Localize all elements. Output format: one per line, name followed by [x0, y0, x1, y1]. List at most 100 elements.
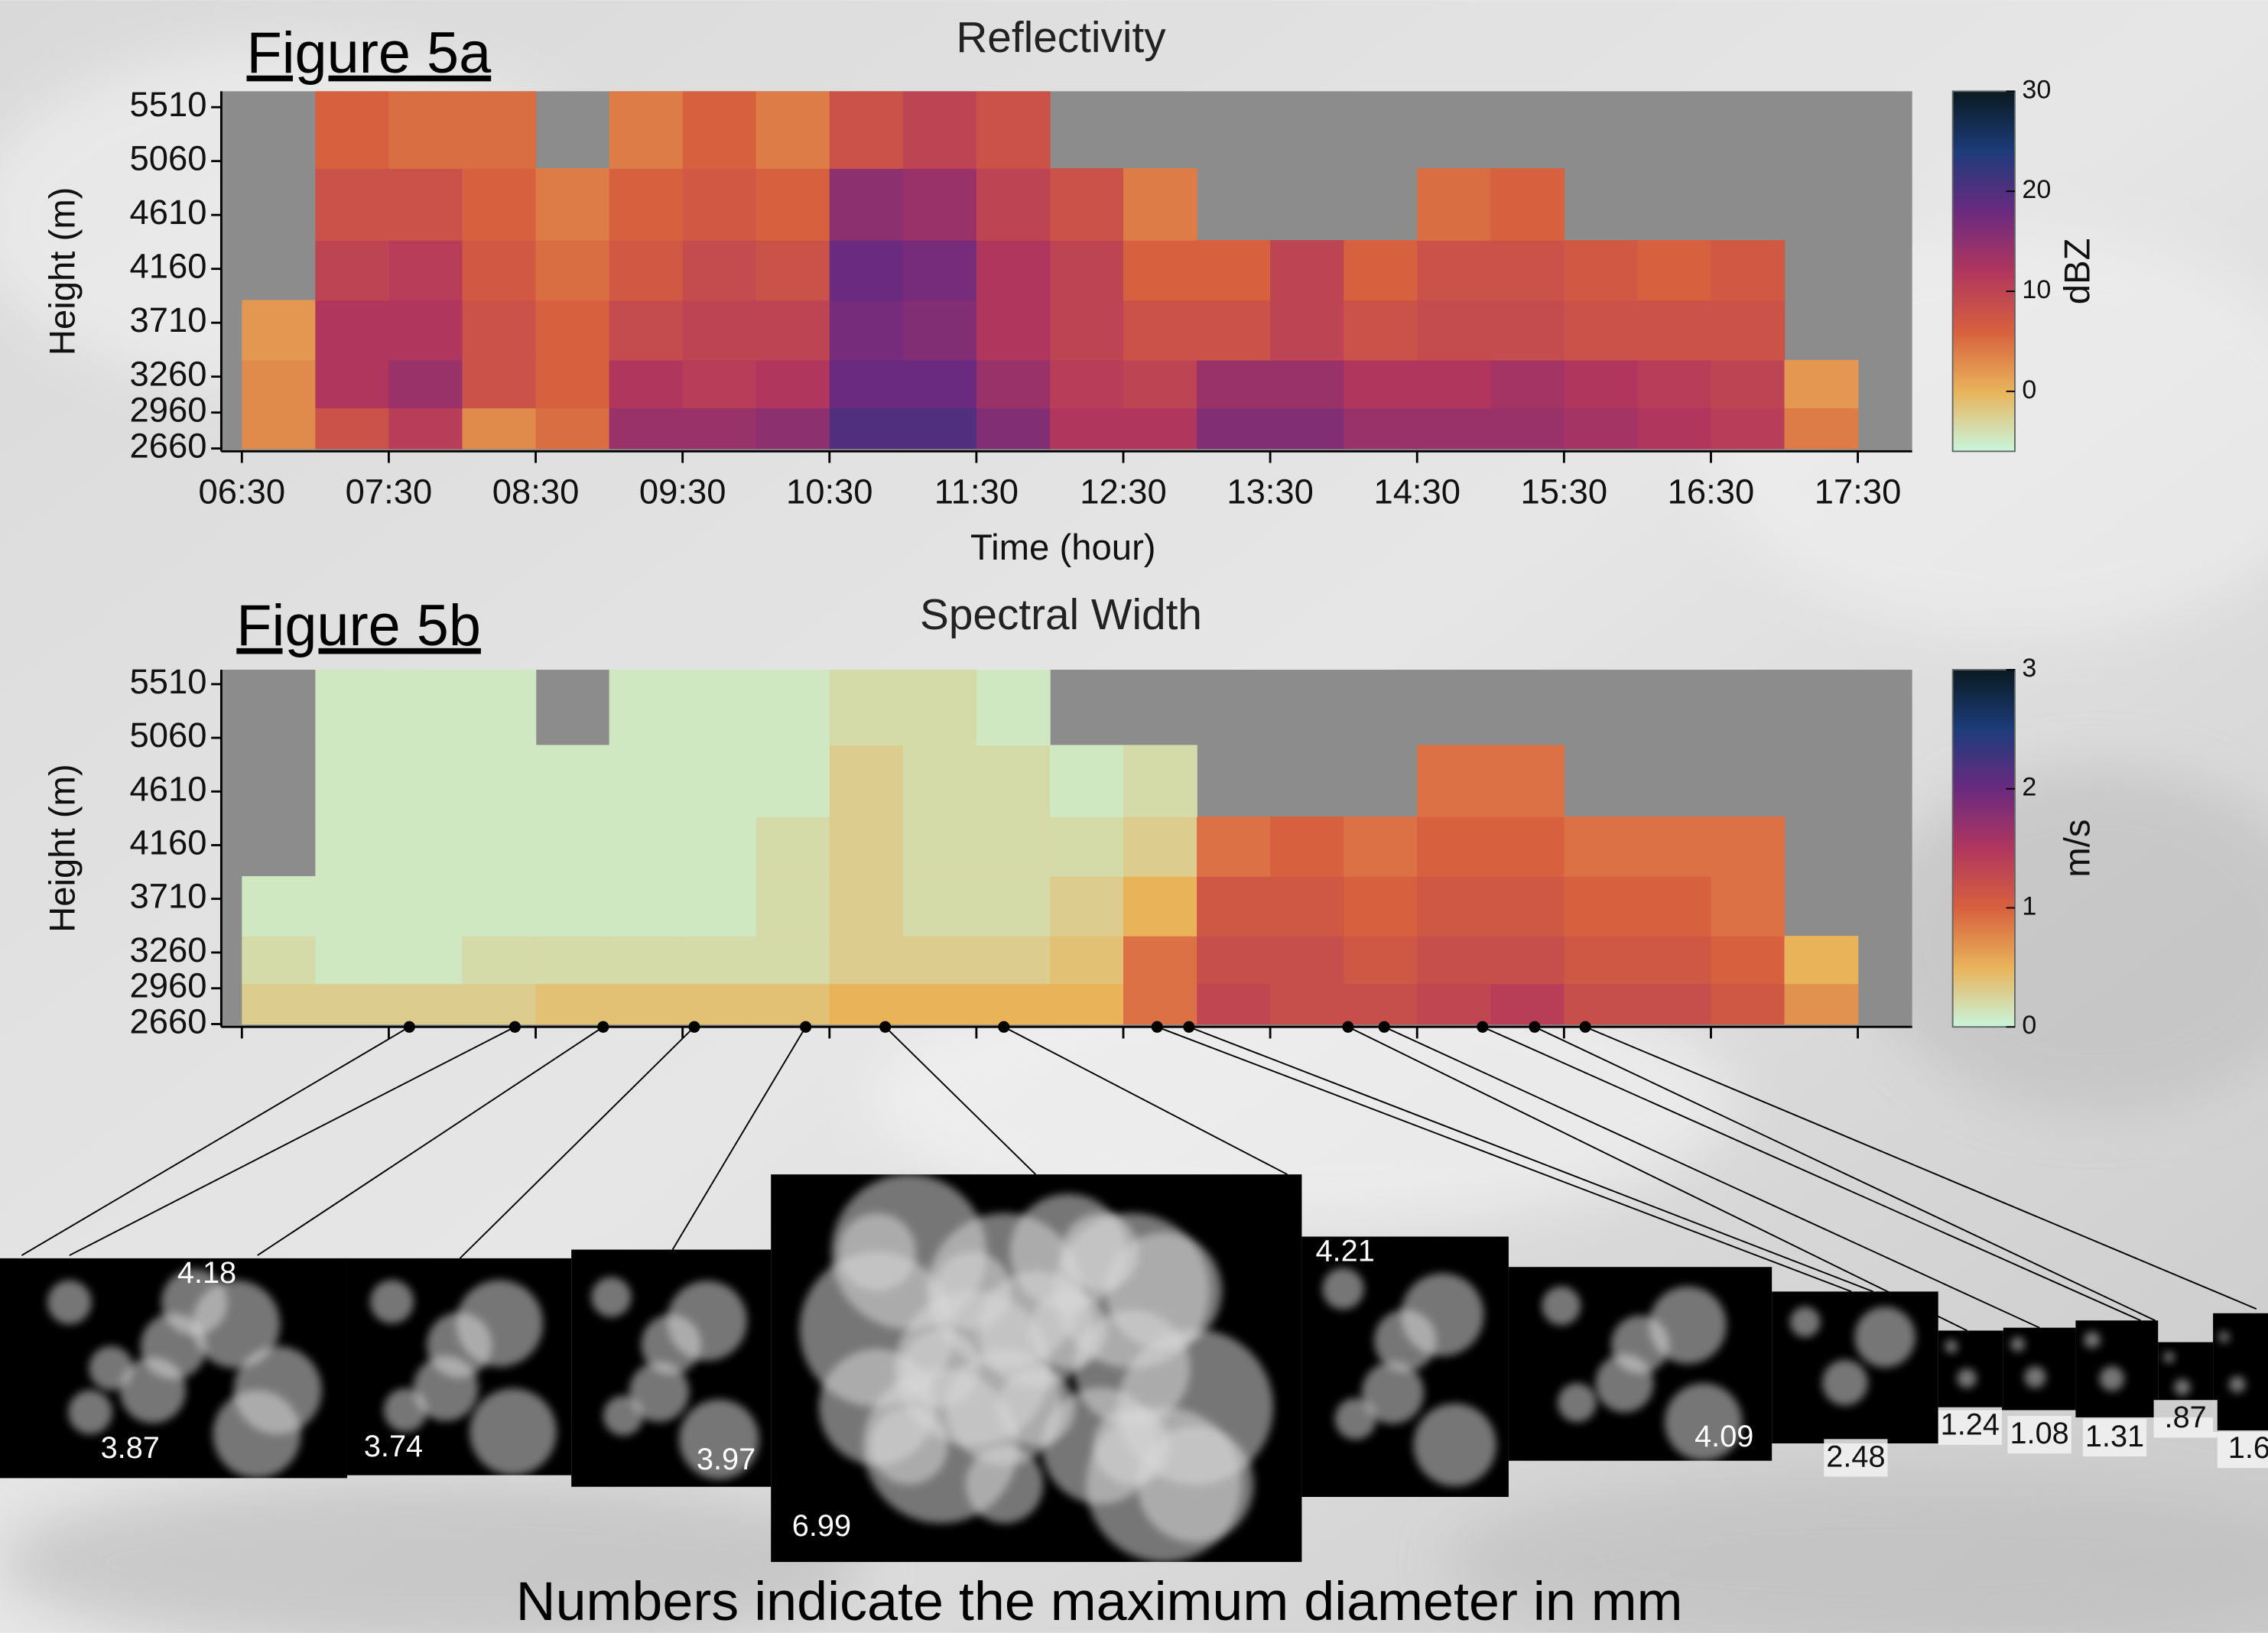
heatmap-cell	[535, 407, 610, 450]
snowflake	[1093, 1407, 1171, 1485]
chart-title: Spectral Width	[920, 591, 1202, 639]
x-tick-label: 13:30	[1227, 472, 1314, 511]
snowflake	[161, 1269, 228, 1336]
heatmap-cell	[315, 670, 390, 746]
heatmap-cell	[1711, 300, 1785, 361]
heatmap-cell	[755, 876, 830, 937]
heatmap-cell	[609, 240, 684, 301]
connector-line	[1584, 1026, 2257, 1310]
heatmap-cell	[535, 240, 610, 301]
x-tick-label: 16:30	[1668, 472, 1755, 511]
heatmap-cell	[1123, 407, 1197, 450]
heatmap-cell	[682, 168, 757, 241]
heatmap-cell	[1711, 936, 1785, 985]
heatmap-cell	[755, 816, 830, 877]
heatmap-cell	[1637, 300, 1712, 361]
y-tick-label: 3260	[130, 355, 207, 394]
heatmap-cell	[1197, 983, 1271, 1025]
chart-title: Reflectivity	[956, 14, 1166, 62]
connector-dot	[1529, 1021, 1541, 1033]
heatmap-cell	[462, 745, 537, 817]
heatmap-cell	[1344, 300, 1418, 361]
snowflake	[2084, 1331, 2101, 1349]
heatmap-cell	[755, 983, 830, 1025]
y-axis-label: Height (m)	[43, 187, 83, 356]
heatmap-cell	[315, 168, 390, 241]
heatmap-cell	[1123, 359, 1197, 409]
heatmap-cell	[1049, 300, 1124, 361]
connector-dot	[1342, 1021, 1354, 1033]
heatmap-cell	[1564, 407, 1639, 450]
x-tick-label: 12:30	[1080, 472, 1167, 511]
diameter-label: 3.97	[697, 1443, 755, 1476]
heatmap-cell	[462, 168, 537, 241]
heatmap-cell	[462, 876, 537, 937]
diameter-label: 4.21	[1316, 1235, 1375, 1268]
colorbar-tick-label: 30	[2022, 75, 2051, 104]
heatmap-cell	[315, 407, 390, 450]
heatmap-cell	[1197, 300, 1271, 361]
snowflake	[2174, 1378, 2191, 1396]
heatmap-cell	[829, 168, 904, 241]
heatmap-cell	[755, 359, 830, 409]
y-tick-label: 2960	[130, 391, 207, 430]
snowflake	[1374, 1310, 1437, 1372]
connector-dot	[403, 1021, 415, 1033]
figure-label: Figure 5b	[236, 594, 481, 658]
snowflake	[383, 1388, 427, 1432]
heatmap-cell	[1344, 936, 1418, 985]
x-tick-label: 15:30	[1521, 472, 1608, 511]
snowflake	[47, 1280, 92, 1325]
x-tick-label: 17:30	[1815, 472, 1902, 511]
y-tick-label: 5510	[130, 662, 207, 701]
heatmap-cell	[1417, 240, 1492, 301]
heatmap-cell	[829, 91, 904, 169]
heatmap-cell	[462, 936, 537, 985]
snowflake	[2024, 1366, 2046, 1388]
colorbar-tick-label: 3	[2022, 654, 2036, 683]
heatmap-cell	[1417, 168, 1492, 241]
heatmap-cell	[609, 936, 684, 985]
snowflake	[370, 1280, 414, 1323]
connector-line	[1534, 1026, 2156, 1322]
heatmap-cell	[609, 168, 684, 241]
heatmap-cell	[1197, 816, 1271, 877]
colorbar	[1951, 669, 2016, 1028]
heatmap-cell	[315, 816, 390, 877]
heatmap-cell	[1711, 876, 1785, 937]
connector-line	[1188, 1026, 1873, 1293]
snowflake	[2099, 1366, 2125, 1391]
heatmap-cell	[388, 168, 463, 241]
heatmap-cell	[1049, 983, 1124, 1025]
heatmap-cell	[1270, 816, 1344, 877]
heatmap-cell	[829, 983, 904, 1025]
heatmap-cell	[829, 876, 904, 937]
heatmap-cell	[535, 359, 610, 409]
colorbar-tick-label: 0	[2022, 1011, 2036, 1040]
heatmap-cell	[1784, 359, 1859, 409]
y-tick-label: 3260	[130, 930, 207, 969]
heatmap-cell	[976, 670, 1051, 746]
y-tick-label: 4610	[130, 193, 207, 232]
heatmap-cell	[1490, 936, 1565, 985]
heatmap-cell	[1123, 300, 1197, 361]
heatmap-cell	[315, 359, 390, 409]
heatmap-cell	[1490, 240, 1565, 301]
heatmap-cell	[388, 670, 463, 746]
heatmap-cell	[388, 300, 463, 361]
heatmap-cell	[682, 876, 757, 937]
heatmap-cell	[1049, 407, 1124, 450]
heatmap-cell	[682, 745, 757, 817]
heatmap-cell	[1637, 983, 1712, 1025]
heatmap-cell	[1270, 407, 1344, 450]
y-tick-label: 4610	[130, 769, 207, 808]
heatmap-cell	[1417, 983, 1492, 1025]
snowflake	[2010, 1336, 2026, 1352]
heatmap-cell	[1784, 983, 1859, 1025]
heatmap-cell	[682, 407, 757, 450]
heatmap-cell	[976, 168, 1051, 241]
heatmap-cell	[1417, 816, 1492, 877]
heatmap-cell	[609, 670, 684, 746]
